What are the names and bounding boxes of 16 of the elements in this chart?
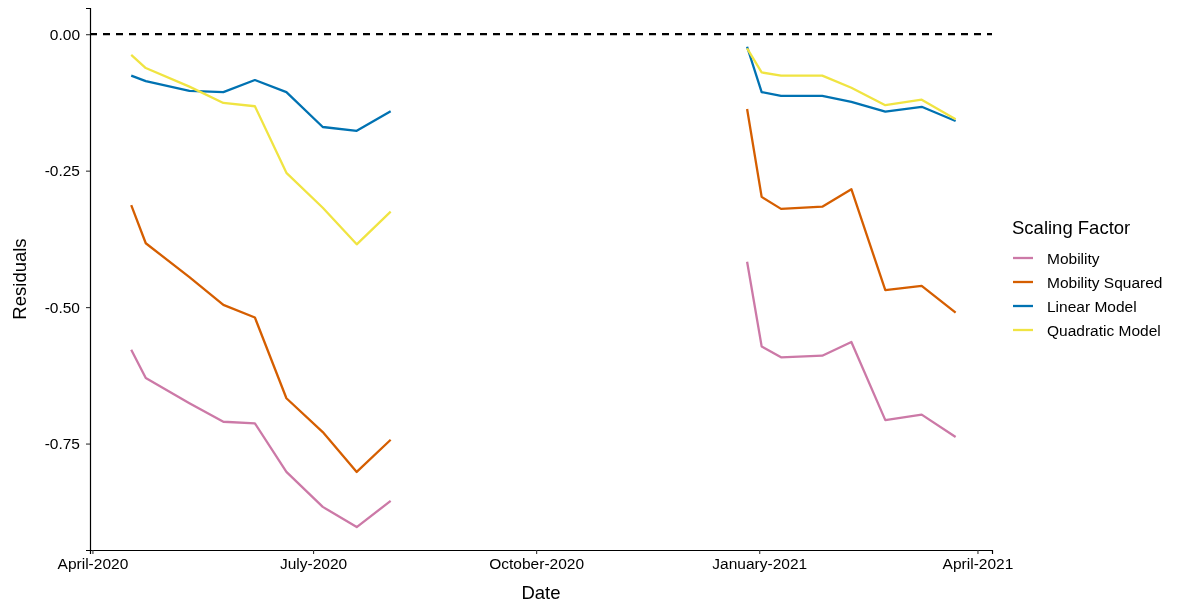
legend-label: Linear Model <box>1047 297 1137 315</box>
legend-label: Mobility <box>1047 249 1100 267</box>
x-tick-label: October-2020 <box>489 555 585 573</box>
x-tick-label: January-2021 <box>712 555 808 573</box>
legend-label: Quadratic Model <box>1047 321 1161 339</box>
y-tick-label: 0.00 <box>49 25 81 43</box>
y-tick-label: -0.50 <box>44 298 81 316</box>
legend-title: Scaling Factor <box>1012 217 1131 238</box>
x-axis-title: Date <box>521 582 561 603</box>
y-tick-label: -0.75 <box>44 435 80 453</box>
x-tick-label: July-2020 <box>279 555 348 573</box>
legend-label: Mobility Squared <box>1047 273 1163 291</box>
y-tick-label: -0.25 <box>44 162 80 180</box>
x-tick-label: April-2021 <box>942 555 1014 573</box>
x-tick-label: April-2020 <box>57 555 129 573</box>
y-axis-title: Residuals <box>9 238 30 320</box>
